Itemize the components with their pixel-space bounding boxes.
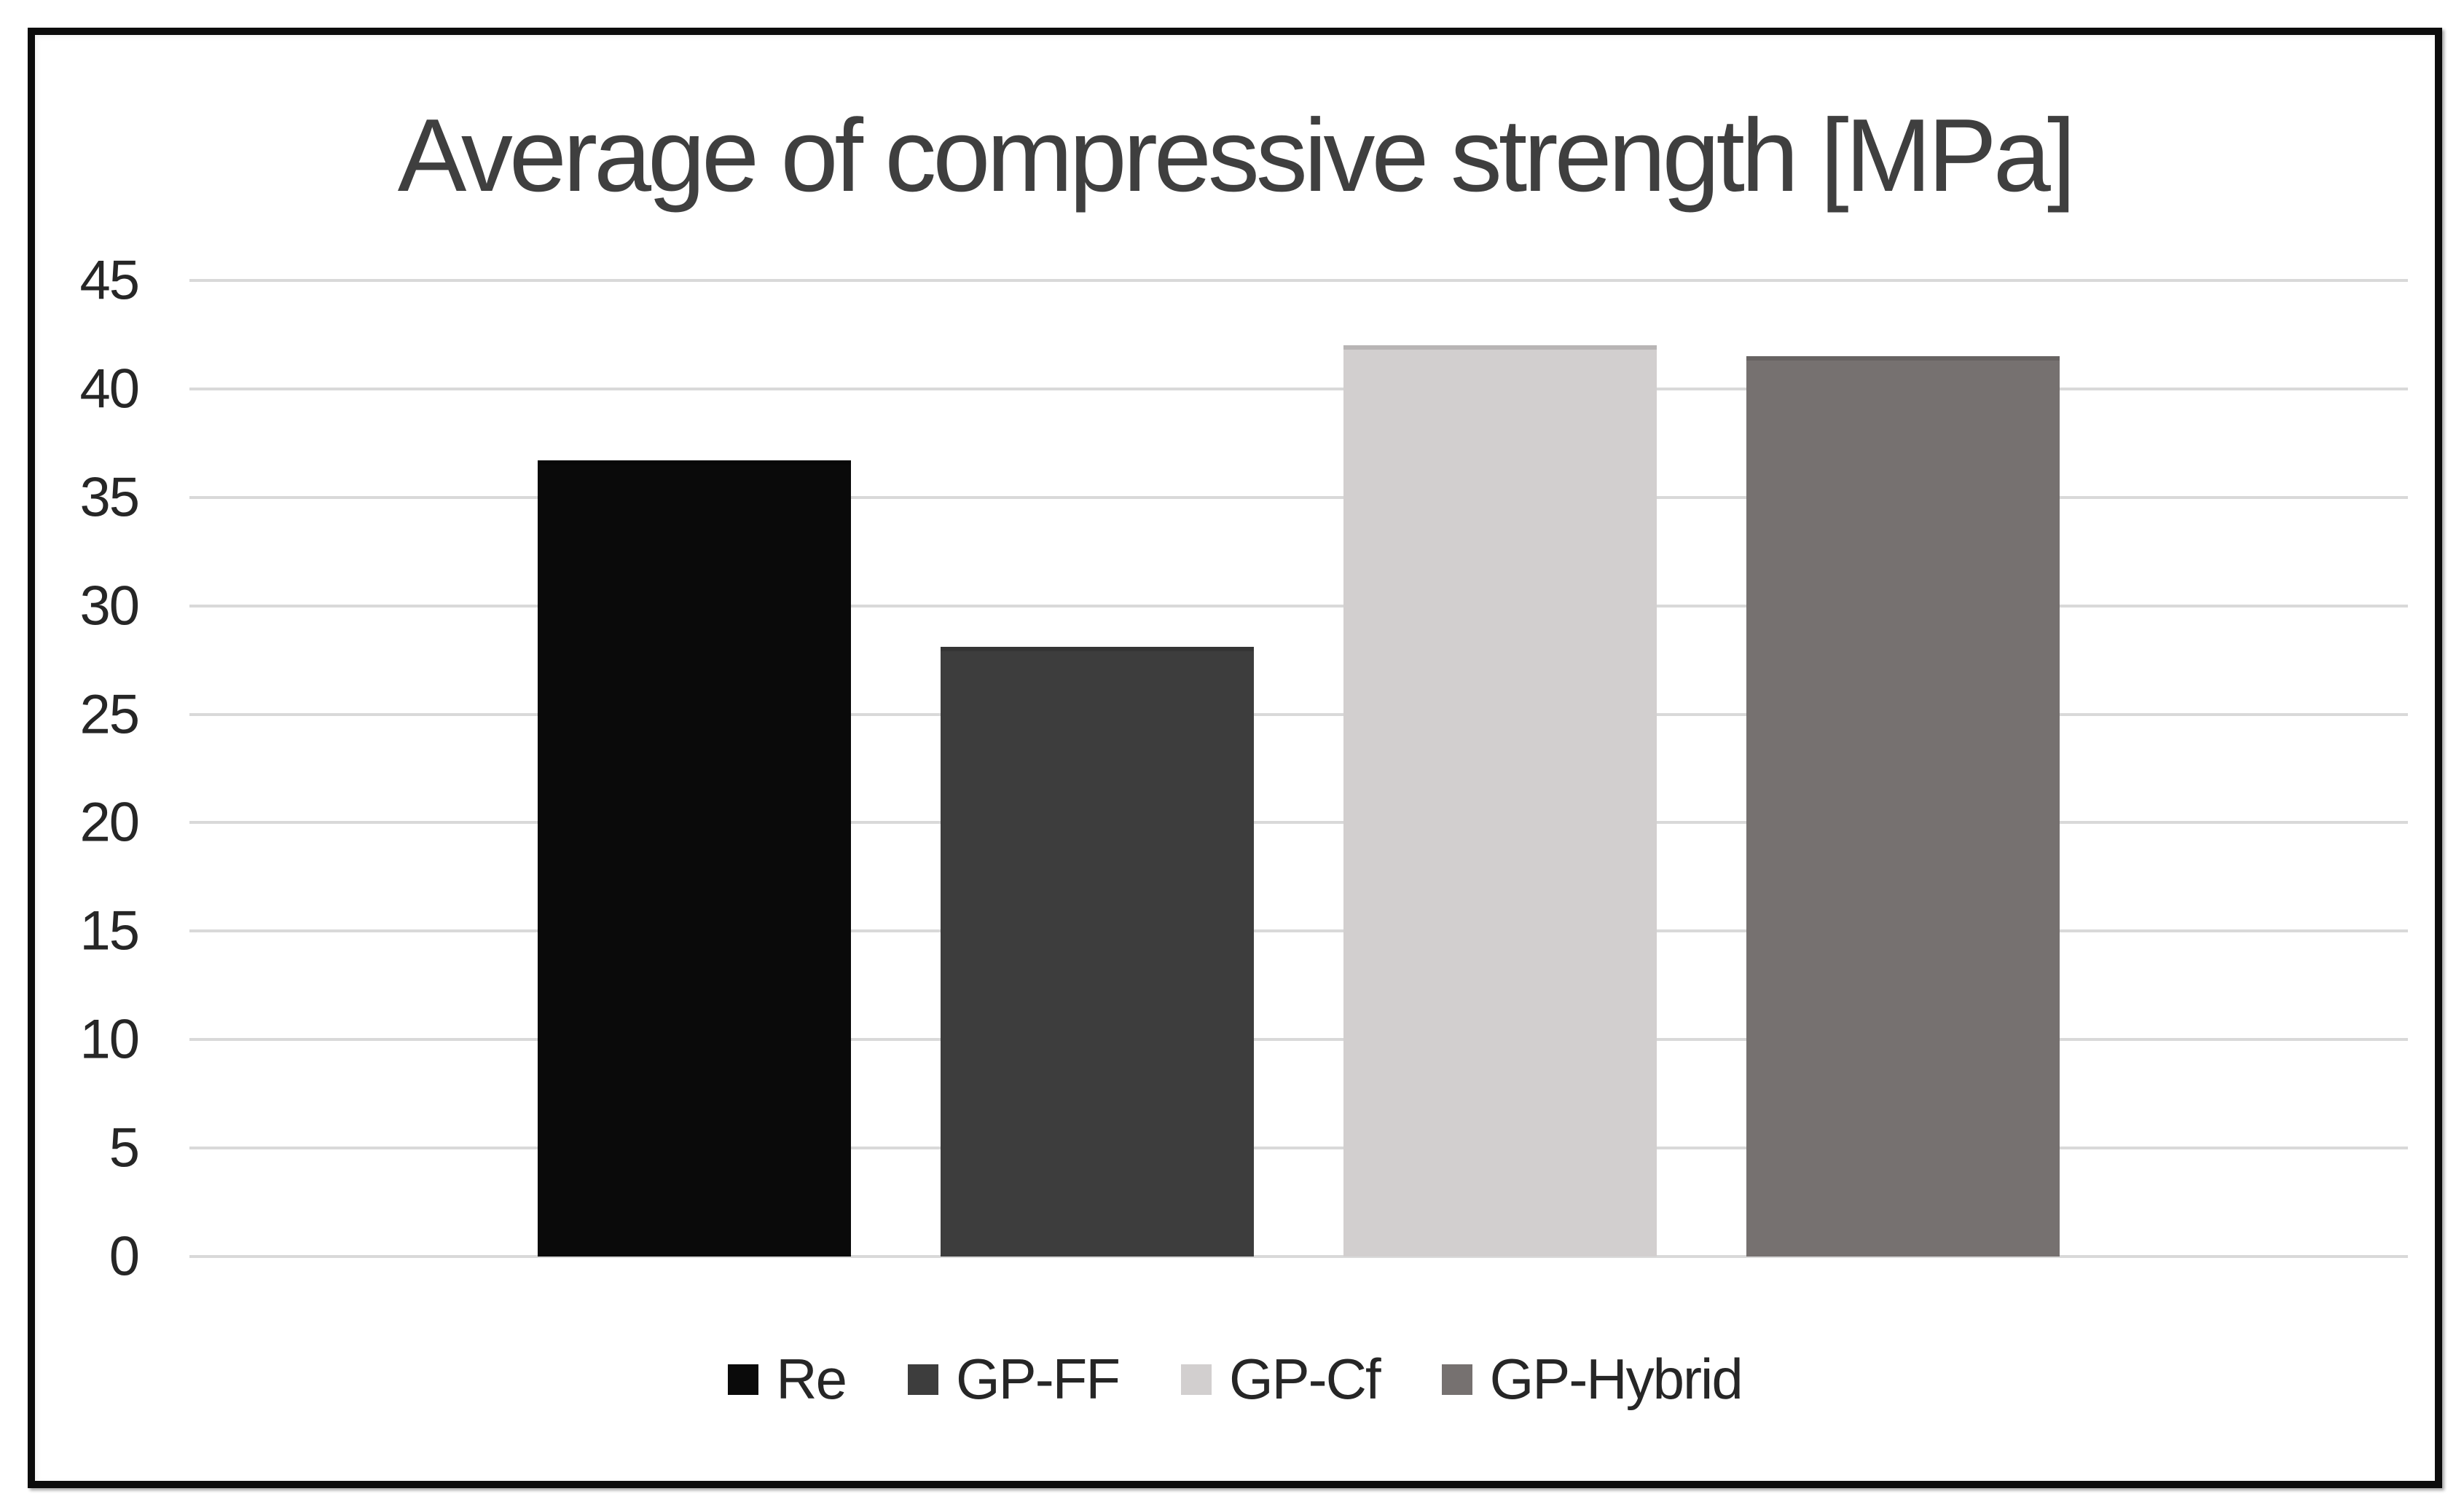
y-axis-tick-label: 25: [79, 683, 140, 746]
bar-re: [538, 460, 851, 1257]
legend-label: GP-Hybrid: [1489, 1347, 1743, 1411]
gridline: [189, 495, 2408, 499]
y-axis-tick-label: 35: [79, 466, 140, 529]
chart-title: Average of compressive strength [MPa]: [397, 98, 2076, 213]
gridline: [189, 1038, 2408, 1042]
bar-gp-cf: [1343, 345, 1657, 1257]
y-axis-tick-label: 5: [109, 1117, 140, 1179]
y-axis: 45 40 35 30 25 20 15 10 5 0: [35, 250, 144, 1288]
legend-swatch: [1441, 1364, 1472, 1395]
legend: Re GP-FF GP-Cf GP-Hybrid: [35, 1346, 2435, 1412]
gridline: [189, 1147, 2408, 1150]
y-axis-tick-label: 40: [79, 358, 140, 420]
legend-swatch: [1180, 1364, 1212, 1395]
chart-frame: Average of compressive strength [MPa] 45…: [28, 28, 2442, 1488]
legend-label: GP-Cf: [1228, 1347, 1381, 1411]
legend-label: Re: [776, 1347, 847, 1411]
y-axis-tick-label: 30: [79, 575, 140, 637]
gridline: [189, 604, 2408, 607]
legend-item-gp-ff: GP-FF: [908, 1346, 1121, 1412]
legend-item-gp-hybrid: GP-Hybrid: [1441, 1346, 1743, 1412]
legend-item-gp-cf: GP-Cf: [1180, 1346, 1381, 1412]
legend-item-re: Re: [728, 1346, 847, 1412]
y-axis-tick-label: 20: [79, 791, 140, 854]
bar-group: [189, 280, 2408, 1257]
bar-gp-ff: [941, 647, 1254, 1257]
y-axis-tick-label: 10: [79, 1008, 140, 1071]
gridline: [189, 821, 2408, 825]
legend-swatch: [728, 1364, 759, 1395]
gridline: [189, 279, 2408, 282]
gridline: [189, 929, 2408, 933]
gridline: [189, 712, 2408, 716]
plot-area: [189, 279, 2408, 1258]
y-axis-tick-label: 15: [79, 900, 140, 962]
legend-swatch: [908, 1364, 938, 1395]
bar-gp-hybrid: [1746, 356, 2060, 1257]
legend-label: GP-FF: [956, 1347, 1121, 1411]
y-axis-tick-label: 0: [109, 1225, 140, 1288]
gridline: [189, 387, 2408, 390]
gridline: [189, 1255, 2408, 1258]
y-axis-tick-label: 45: [79, 249, 140, 312]
